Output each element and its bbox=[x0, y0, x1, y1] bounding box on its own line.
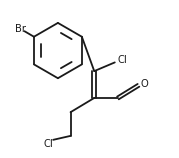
Text: Cl: Cl bbox=[44, 139, 53, 149]
Text: O: O bbox=[140, 79, 148, 89]
Text: Cl: Cl bbox=[118, 55, 128, 65]
Text: Br: Br bbox=[15, 24, 26, 34]
